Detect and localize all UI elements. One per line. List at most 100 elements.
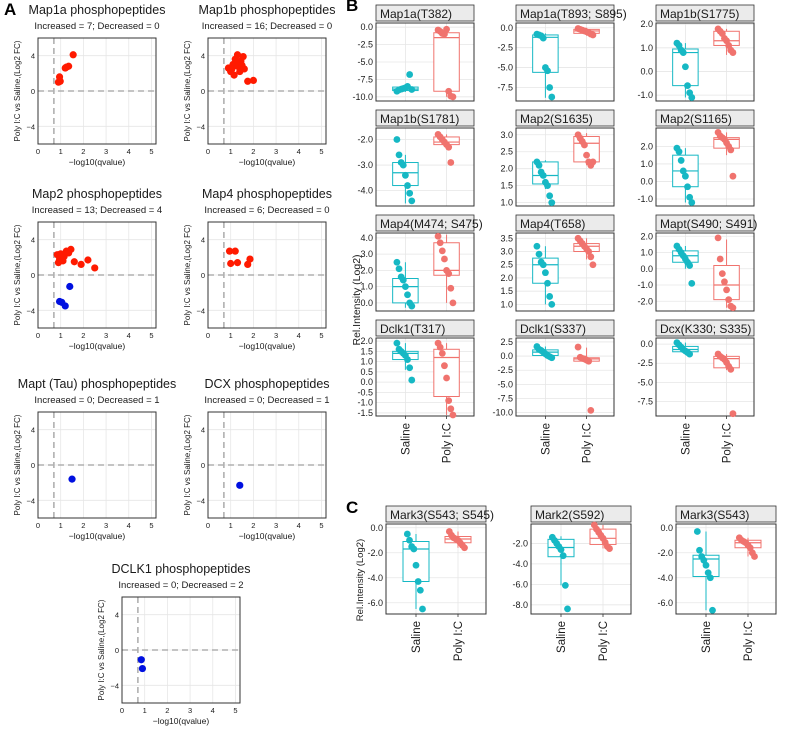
volcano-title: Map4 phosphopeptides bbox=[202, 187, 332, 201]
point-polyic bbox=[447, 405, 455, 413]
y-tick-label: 4 bbox=[115, 611, 119, 620]
y-tick-label: 4 bbox=[201, 236, 205, 245]
point-polyic bbox=[441, 362, 448, 370]
point-saline bbox=[544, 182, 551, 190]
x-tick-label: 4 bbox=[127, 521, 131, 530]
point-saline bbox=[412, 561, 420, 569]
volcano-plot-5: DCX phosphopeptides Increased = 0; Decrea… bbox=[183, 377, 330, 541]
x-tick-label: 0 bbox=[36, 521, 40, 530]
point-saline bbox=[688, 279, 696, 287]
x-tick-label: 4 bbox=[297, 147, 301, 156]
box-plot-b-1: Map1a(T893; S895) 0.0 -2.5 -5.0 -7.5 bbox=[497, 4, 627, 102]
point-saline bbox=[393, 339, 401, 347]
point-saline bbox=[544, 279, 551, 287]
point-polyic bbox=[751, 553, 758, 560]
point-saline bbox=[686, 193, 694, 201]
box-plot-b-0: Map1a(T382) 0.0 -2.5 -5.0 -7.5 -10.0 bbox=[352, 4, 475, 102]
x-tick-label-saline: Saline bbox=[411, 621, 423, 653]
point-saline bbox=[539, 261, 547, 269]
y-tick-label: -6.0 bbox=[657, 598, 673, 608]
point-polyic bbox=[447, 159, 455, 166]
y-tick-label: 1.0 bbox=[500, 198, 513, 208]
volcano-subtitle: Increased = 6; Decreased = 0 bbox=[204, 205, 329, 216]
x-tick-label: 2 bbox=[81, 147, 85, 156]
x-tick-label-saline: Saline bbox=[701, 621, 713, 653]
point-saline bbox=[693, 528, 701, 535]
point-increased bbox=[225, 247, 234, 255]
y-tick-label: 2.5 bbox=[500, 147, 513, 157]
point-increased bbox=[54, 259, 63, 267]
volcano-subtitle: Increased = 0; Decreased = 1 bbox=[34, 395, 159, 406]
y-tick-label: -2.0 bbox=[367, 548, 383, 558]
point-saline bbox=[408, 302, 416, 310]
point-polyic bbox=[583, 151, 590, 159]
facet-strip bbox=[655, 214, 755, 232]
point-saline bbox=[402, 283, 409, 291]
point-increased bbox=[233, 51, 242, 59]
box-plot-b-9: Dclk1(T317) 2.01.51.00.50.0-0.5-1.0-1.5 Sa… bbox=[357, 319, 475, 463]
x-tick-label: 0 bbox=[206, 521, 210, 530]
facet-strip bbox=[515, 109, 615, 127]
box-plot-b-11: Dcx(K330; S335) 0.0 -2.5 -5.0 -7.5 Saline Poly… bbox=[637, 319, 755, 463]
point-saline bbox=[399, 161, 407, 169]
volcano-title: DCX phosphopeptides bbox=[204, 377, 329, 391]
point-polyic bbox=[581, 141, 588, 149]
point-polyic bbox=[589, 31, 597, 39]
plot-border bbox=[655, 127, 755, 207]
y-tick-label: -4.0 bbox=[357, 186, 373, 196]
y-tick-label: 1.5 bbox=[500, 286, 513, 296]
volcano-title: Map2 phosphopeptides bbox=[32, 187, 162, 201]
y-axis-label-c-wrap: Rel.Intensity (Log2) bbox=[355, 539, 366, 621]
y-tick-label: -1.5 bbox=[357, 408, 373, 418]
y-tick-label: -0.5 bbox=[357, 387, 373, 397]
point-polyic bbox=[587, 406, 595, 414]
point-increased bbox=[228, 65, 236, 73]
y-tick-label: 4 bbox=[201, 52, 205, 61]
point-increased bbox=[244, 260, 252, 268]
facet-title: Map4(T658) bbox=[520, 217, 585, 231]
point-polyic bbox=[729, 49, 737, 56]
x-tick-label: 1 bbox=[59, 331, 63, 340]
point-saline bbox=[535, 250, 543, 258]
point-saline bbox=[675, 148, 683, 156]
volcano-title: DCLK1 phosphopeptides bbox=[112, 562, 251, 576]
x-tick-label: 1 bbox=[229, 521, 233, 530]
point-increased bbox=[70, 258, 78, 266]
y-tick-label: 0.0 bbox=[500, 351, 513, 361]
point-saline bbox=[393, 258, 401, 266]
panel-label-b: B bbox=[346, 0, 359, 15]
y-tick-label: -5.0 bbox=[497, 63, 513, 73]
x-axis-label: −log10(qvalue) bbox=[69, 531, 126, 541]
point-polyic bbox=[589, 261, 597, 269]
point-polyic bbox=[727, 365, 735, 373]
y-tick-label: 0 bbox=[115, 646, 119, 655]
x-tick-label: 0 bbox=[36, 331, 40, 340]
box-plot-b-10: Dclk1(S337) 2.5 0.0 -2.5 -5.0 -7.5 -10.0 Saline… bbox=[492, 319, 615, 463]
panel-label-c: C bbox=[346, 498, 359, 517]
y-tick-label: 0.0 bbox=[360, 22, 373, 32]
y-tick-label: 0 bbox=[201, 461, 205, 470]
volcano-plot-3: Map4 phosphopeptides Increased = 6; Decre… bbox=[183, 187, 332, 351]
point-increased bbox=[239, 52, 247, 61]
facet-title: Map4(M474; S475) bbox=[380, 217, 483, 231]
point-saline bbox=[688, 94, 696, 101]
x-tick-label: 0 bbox=[36, 147, 40, 156]
facet-strip bbox=[385, 505, 487, 523]
point-polyic bbox=[436, 239, 444, 247]
x-tick-label-saline: Saline bbox=[556, 621, 568, 653]
x-tick-label: 5 bbox=[149, 521, 153, 530]
plot-border bbox=[375, 337, 475, 417]
y-tick-label: 4 bbox=[31, 236, 35, 245]
y-tick-label: 2.0 bbox=[500, 273, 513, 283]
volcano-plot-4: Mapt (Tau) phosphopeptides Increased = 0;… bbox=[13, 377, 176, 541]
point-saline bbox=[414, 578, 422, 585]
y-tick-label: -5.0 bbox=[497, 379, 513, 389]
point-polyic bbox=[445, 397, 453, 405]
y-tick-label: 2.5 bbox=[500, 337, 513, 347]
y-tick-label: 2.0 bbox=[360, 336, 373, 346]
point-saline bbox=[399, 276, 407, 284]
y-tick-label: −4 bbox=[196, 496, 205, 505]
volcano-plot-1: Map1b phosphopeptides Increased = 16; Dec… bbox=[183, 3, 335, 167]
volcano-title: Map1a phosphopeptides bbox=[29, 3, 166, 17]
facet-strip bbox=[675, 505, 777, 523]
